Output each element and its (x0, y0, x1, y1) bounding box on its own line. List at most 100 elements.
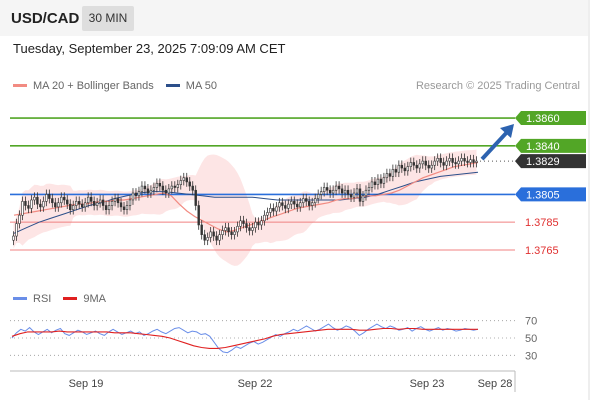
candle-body (427, 164, 430, 169)
candle-body (415, 164, 418, 169)
candle-body (200, 224, 203, 235)
candle-body (104, 205, 108, 210)
candle-body (448, 158, 451, 162)
bollinger-band (13, 149, 477, 266)
candle-body (361, 195, 365, 202)
candle-body (475, 160, 478, 163)
rsi-tick-label: 30 (525, 350, 537, 362)
candle-body (209, 231, 212, 238)
candle-body (272, 207, 275, 212)
candle-body (242, 220, 245, 224)
candle-body (149, 189, 153, 194)
candle-body (305, 198, 308, 202)
candle-body (30, 199, 33, 209)
rsi-line (11, 323, 479, 354)
candle-body (254, 221, 257, 229)
candle-body (203, 234, 206, 241)
candle-body (266, 212, 269, 216)
candle-body (45, 194, 48, 202)
timeframe-button[interactable]: 30 MIN (82, 6, 134, 31)
candle-body (367, 187, 371, 191)
timestamp: Tuesday, September 23, 2025 7:09:09 AM C… (13, 41, 286, 56)
right-border (588, 0, 590, 400)
candle-body (51, 198, 54, 204)
candle-body (451, 158, 454, 163)
candle-body (98, 199, 102, 204)
candle-body (269, 207, 272, 213)
pair-title: USD/CAD (11, 10, 80, 27)
candle-body (167, 188, 171, 194)
candle-body (418, 163, 421, 169)
candle-body (385, 173, 389, 179)
candle-body (316, 194, 320, 199)
candle-body (319, 191, 323, 195)
candle-body (21, 201, 24, 216)
candle-body (15, 223, 18, 237)
level-label: 1.3860 (526, 113, 560, 125)
candle-body (131, 192, 135, 201)
candle-body (227, 227, 230, 233)
candle-body (158, 183, 162, 187)
candle-body (469, 159, 472, 163)
candle-body (287, 203, 290, 209)
candle-body (233, 231, 236, 235)
candle-body (397, 164, 401, 173)
candle-body (95, 202, 99, 206)
candle-body (293, 201, 296, 205)
candle-body (466, 160, 469, 163)
candle-body (176, 184, 179, 188)
candle-body (251, 227, 254, 231)
candle-body (69, 203, 72, 210)
level-tag (515, 138, 586, 153)
candle-body (337, 185, 341, 190)
candle-body (146, 188, 150, 194)
candle-body (24, 201, 27, 206)
candle-body (48, 194, 51, 199)
candle-body (352, 192, 356, 198)
candle-body (308, 201, 311, 206)
candle-body (179, 180, 182, 185)
candle-body (325, 187, 329, 191)
candle-body (328, 189, 332, 194)
candle-body (224, 227, 227, 231)
candle-body (439, 158, 442, 163)
candle-body (66, 199, 69, 205)
candle-body (296, 203, 299, 208)
level-tag (515, 111, 586, 126)
rsi-tick-label: 70 (525, 316, 537, 328)
rsi-ma9-line (11, 327, 478, 349)
candle-body (89, 196, 93, 202)
candle-body (125, 205, 129, 210)
candle-body (394, 169, 398, 173)
candle-body (230, 231, 233, 235)
candle-body (331, 189, 335, 194)
candle-body (18, 214, 21, 224)
level-label: 1.3785 (525, 217, 559, 229)
candle-body (81, 203, 84, 208)
candle-body (63, 196, 66, 201)
candle-body (86, 196, 90, 204)
candle-body (379, 178, 383, 184)
candle-body (116, 198, 120, 204)
candle-body (107, 205, 111, 210)
candle-body (78, 201, 81, 205)
candle-body (436, 158, 439, 162)
ma9-swatch (63, 296, 78, 300)
candle-body (33, 196, 36, 201)
current-price-tag (515, 154, 586, 169)
candle-body (460, 158, 463, 162)
candle-body (197, 205, 200, 226)
candle-body (245, 223, 248, 229)
candle-body (83, 202, 87, 208)
candle-body (188, 181, 191, 187)
candle-body (122, 206, 126, 210)
candle-body (140, 185, 144, 192)
candle-body (182, 177, 185, 181)
candle-body (164, 189, 168, 194)
candle-body (72, 205, 75, 210)
candle-body (370, 181, 374, 188)
candle-body (185, 177, 188, 183)
candle-body (278, 202, 281, 208)
candle-body (212, 231, 215, 237)
candle-body (75, 201, 78, 206)
